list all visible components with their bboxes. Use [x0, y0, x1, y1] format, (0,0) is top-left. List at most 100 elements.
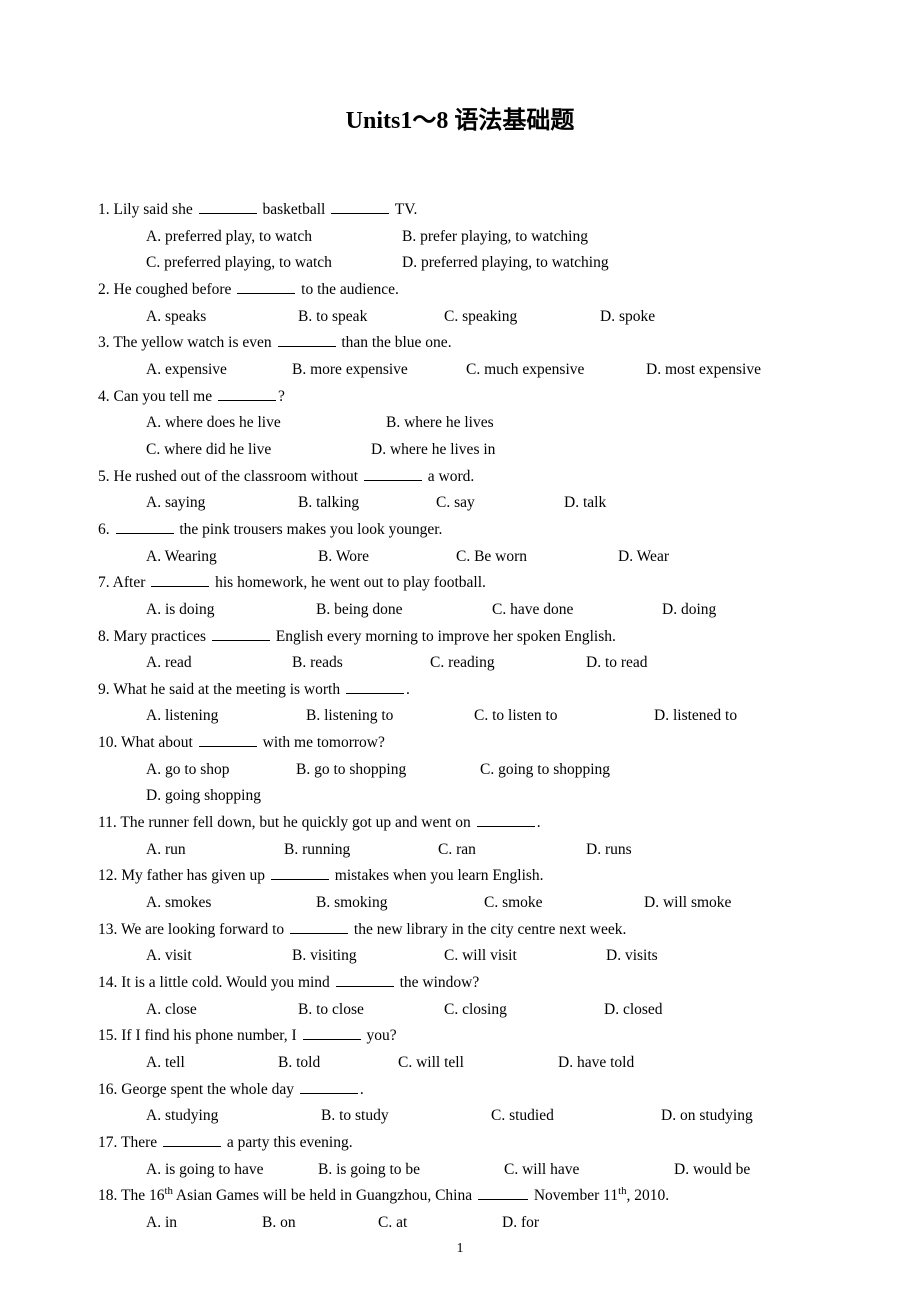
option: C. will tell: [398, 1050, 558, 1077]
option: C. going to shopping: [480, 757, 672, 784]
stem-text: a word.: [424, 468, 474, 485]
question-stem: 16. George spent the whole day .: [98, 1077, 822, 1104]
option-text: doing: [681, 601, 716, 618]
option-text: run: [165, 841, 186, 858]
option-text: at: [396, 1214, 407, 1231]
option-text: visits: [625, 947, 658, 964]
option-text: have done: [510, 601, 573, 618]
option-text: is doing: [165, 601, 215, 618]
blank: [303, 1025, 361, 1040]
option-row: A. speaksB. to speakC. speakingD. spoke: [146, 304, 822, 331]
option-letter: A.: [146, 414, 165, 431]
options: A. tellB. toldC. will tellD. have told: [98, 1050, 822, 1077]
option-text: on studying: [680, 1107, 753, 1124]
blank: [163, 1132, 221, 1147]
option-row: A. go to shopB. go to shoppingC. going t…: [146, 757, 822, 810]
option: B. smoking: [316, 890, 484, 917]
option-letter: A.: [146, 894, 165, 911]
option: B. to study: [321, 1103, 491, 1130]
option-text: reading: [448, 654, 494, 671]
option-text: read: [165, 654, 192, 671]
options: A. is going to haveB. is going to beC. w…: [98, 1157, 822, 1184]
option-text: listened to: [673, 707, 737, 724]
option: D. would be: [674, 1157, 804, 1184]
blank: [478, 1185, 528, 1200]
option: A. close: [146, 997, 298, 1024]
option-letter: B.: [318, 548, 336, 565]
option: C. speaking: [444, 304, 600, 331]
option-text: smoke: [502, 894, 542, 911]
option-text: tell: [165, 1054, 185, 1071]
option-letter: D.: [146, 787, 165, 804]
option-letter: C.: [436, 494, 454, 511]
option: D. to read: [586, 650, 706, 677]
option-text: running: [302, 841, 350, 858]
option: B. told: [278, 1050, 398, 1077]
question: 2. He coughed before to the audience.A. …: [98, 277, 822, 330]
option: D. closed: [604, 997, 724, 1024]
option-letter: B.: [292, 947, 310, 964]
option-text: ran: [456, 841, 476, 858]
option-text: talking: [316, 494, 359, 511]
question-number: 11.: [98, 814, 120, 831]
option-letter: B.: [278, 1054, 296, 1071]
question-number: 12.: [98, 867, 121, 884]
option-text: where did he live: [164, 441, 271, 458]
option-text: will visit: [462, 947, 517, 964]
stem-text: It is a little cold. Would you mind: [121, 974, 333, 991]
options: A. visitB. visitingC. will visitD. visit…: [98, 943, 822, 970]
options: A. sayingB. talkingC. sayD. talk: [98, 490, 822, 517]
option: D. on studying: [661, 1103, 801, 1130]
option-row: A. studyingB. to studyC. studiedD. on st…: [146, 1103, 822, 1130]
option-text: where does he live: [165, 414, 281, 431]
option-text: Wear: [637, 548, 669, 565]
stem-text: English every morning to improve her spo…: [272, 628, 616, 645]
option-letter: D.: [674, 1161, 693, 1178]
option: A. read: [146, 650, 292, 677]
option: B. on: [262, 1210, 378, 1237]
option-row: A. runB. runningC. ranD. runs: [146, 837, 822, 864]
option-letter: D.: [502, 1214, 521, 1231]
option: C. preferred playing, to watch: [146, 250, 402, 277]
option-letter: D.: [662, 601, 681, 618]
page-number: 1: [98, 1241, 822, 1257]
question-number: 5.: [98, 468, 114, 485]
option-letter: A.: [146, 494, 165, 511]
option: A. tell: [146, 1050, 278, 1077]
question: 3. The yellow watch is even than the blu…: [98, 330, 822, 383]
option-text: close: [165, 1001, 197, 1018]
stem-text: He coughed before: [114, 281, 236, 298]
options: A. inB. onC. atD. for: [98, 1210, 822, 1237]
option-letter: C.: [146, 254, 164, 271]
option-row: A. smokesB. smokingC. smokeD. will smoke: [146, 890, 822, 917]
option-row: A. closeB. to closeC. closingD. closed: [146, 997, 822, 1024]
option-text: will smoke: [663, 894, 731, 911]
stem-text: the pink trousers makes you look younger…: [176, 521, 443, 538]
option-row: A. visitB. visitingC. will visitD. visit…: [146, 943, 822, 970]
options: A. studyingB. to studyC. studiedD. on st…: [98, 1103, 822, 1130]
question-number: 4.: [98, 388, 114, 405]
option: D. for: [502, 1210, 602, 1237]
option: C. will have: [504, 1157, 674, 1184]
option: D. Wear: [618, 544, 738, 571]
option-text: have told: [577, 1054, 634, 1071]
option-row: A. sayingB. talkingC. sayD. talk: [146, 490, 822, 517]
stem-text: basketball: [259, 201, 330, 218]
question: 1. Lily said she basketball TV.A. prefer…: [98, 197, 822, 277]
option-letter: B.: [316, 601, 334, 618]
blank: [336, 972, 394, 987]
option-text: expensive: [165, 361, 227, 378]
question: 17. There a party this evening.A. is goi…: [98, 1130, 822, 1183]
option: C. where did he live: [146, 437, 371, 464]
stem-text: Mary practices: [114, 628, 210, 645]
stem-text: with me tomorrow?: [259, 734, 385, 751]
option: B. being done: [316, 597, 492, 624]
blank: [290, 919, 348, 934]
option-text: closing: [462, 1001, 507, 1018]
option-text: speaks: [165, 308, 206, 325]
stem-text: If I find his phone number, I: [121, 1027, 300, 1044]
question-stem: 11. The runner fell down, but he quickly…: [98, 810, 822, 837]
question-number: 8.: [98, 628, 114, 645]
option-row: A. where does he liveB. where he lives: [146, 410, 822, 437]
option-text: speaking: [462, 308, 517, 325]
